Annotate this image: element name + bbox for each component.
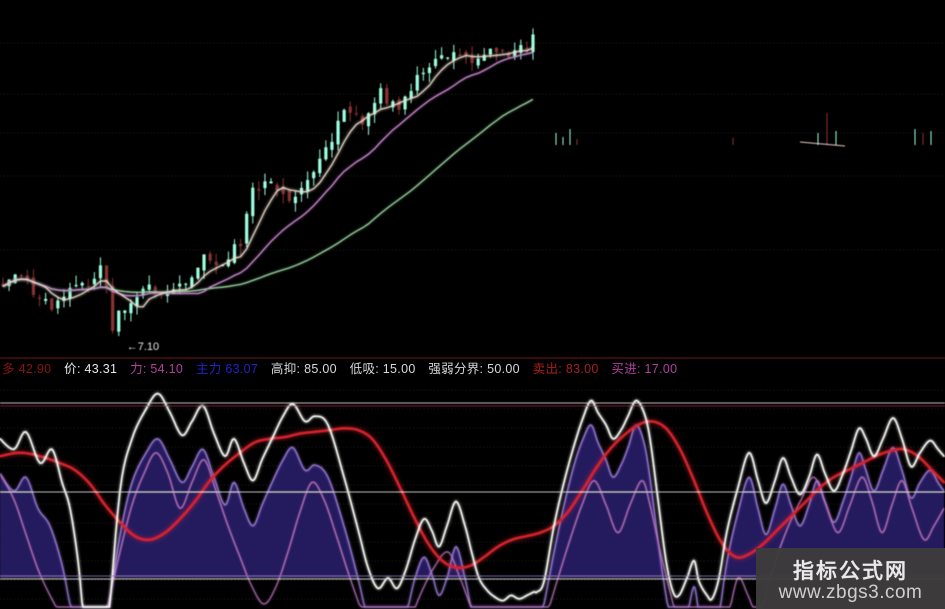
svg-text:←7.10: ←7.10 (127, 341, 159, 353)
